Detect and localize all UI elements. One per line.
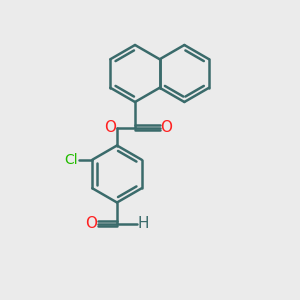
Text: O: O <box>85 216 97 231</box>
Text: O: O <box>104 120 116 135</box>
Text: O: O <box>160 120 172 135</box>
Text: Cl: Cl <box>64 153 78 167</box>
Text: H: H <box>137 216 149 231</box>
